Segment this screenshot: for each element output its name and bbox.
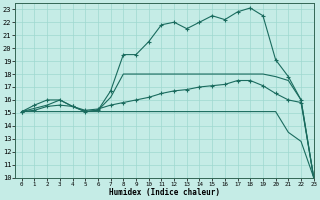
- X-axis label: Humidex (Indice chaleur): Humidex (Indice chaleur): [109, 188, 220, 197]
